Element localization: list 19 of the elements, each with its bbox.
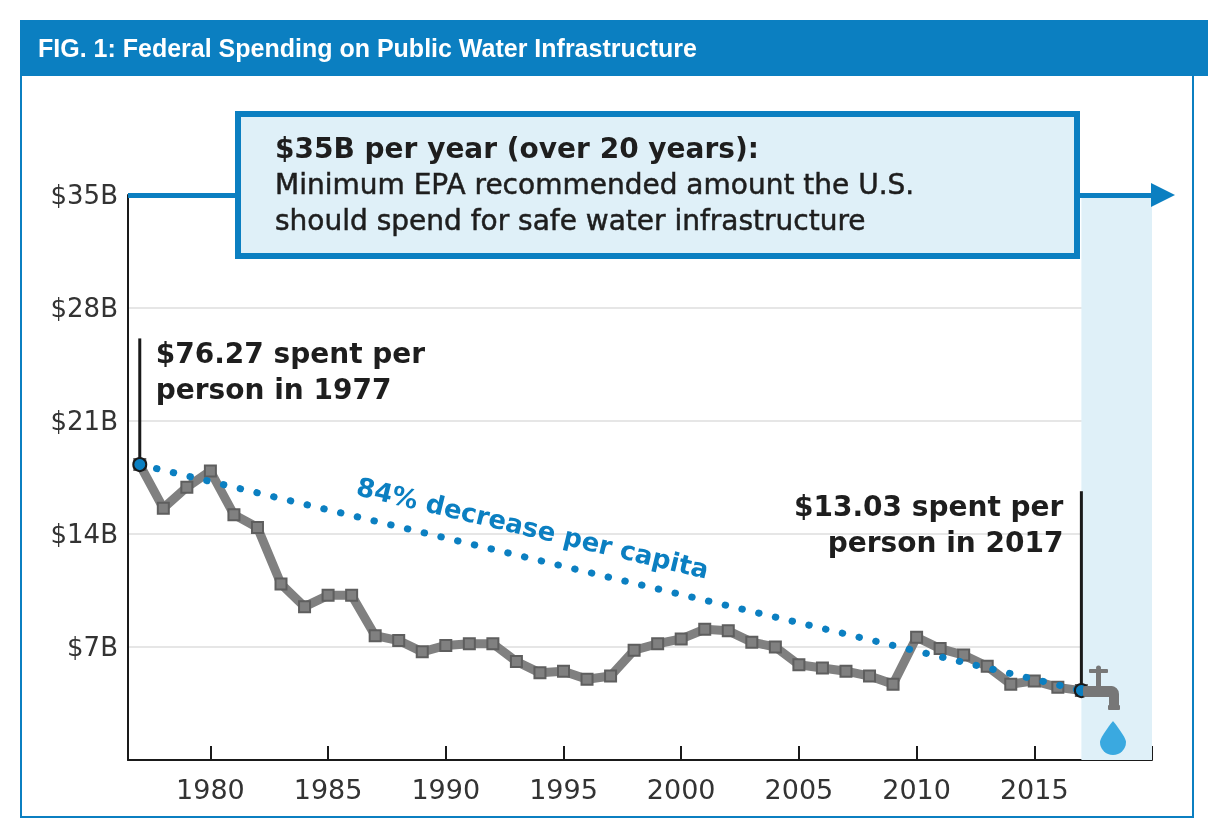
x-tick-label: 2010 bbox=[882, 774, 951, 805]
ref-line-label: $35B per year (over 20 years): Minimum EPA recommended amount the U.S. should spend for safe water infrastructure bbox=[275, 130, 916, 237]
x-tick-label: 1985 bbox=[293, 774, 363, 805]
annotation: $13.03 spent per person in 2017 bbox=[793, 490, 1064, 560]
callout-box: $35B per year (over 20 years): Minimum EPA recommended amount the U.S. should spend for safe water infrastructure bbox=[235, 110, 1080, 259]
y-tick-label: $7B bbox=[67, 632, 118, 662]
x-tick-label: 2005 bbox=[764, 774, 834, 805]
y-tick-label: $21B bbox=[50, 406, 118, 436]
y-tick-label: $35B bbox=[50, 180, 118, 210]
y-tick-label: $14B bbox=[50, 519, 118, 549]
x-tick-label: 1990 bbox=[411, 774, 481, 805]
chart-title: FIG. 1: Federal Spending on Public Water Infrastructure bbox=[38, 33, 697, 63]
y-tick-label: $28B bbox=[50, 293, 118, 323]
x-tick-label: 2015 bbox=[999, 774, 1069, 805]
x-tick-label: 1980 bbox=[176, 774, 245, 805]
header-bar: FIG. 1: Federal Spending on Public Water Infrastructure bbox=[20, 20, 1208, 76]
x-tick-label: 2000 bbox=[646, 774, 716, 805]
x-tick-label: 1995 bbox=[529, 774, 598, 805]
annotation: $76.27 spent per person in 1977 bbox=[155, 337, 426, 407]
